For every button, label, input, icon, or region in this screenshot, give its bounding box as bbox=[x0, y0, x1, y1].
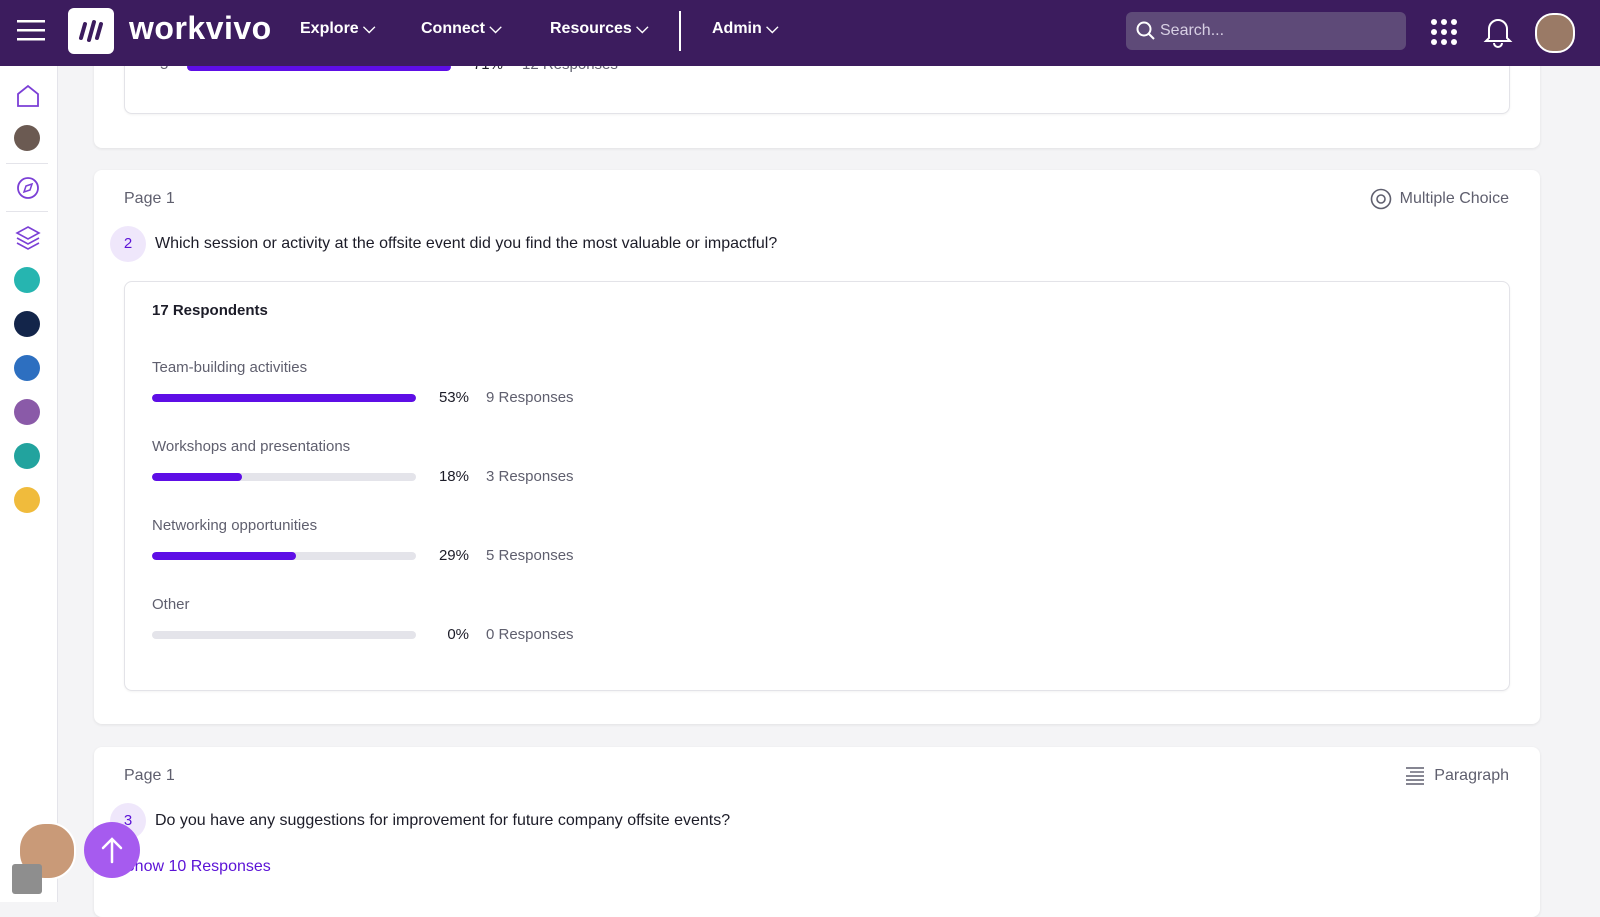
option-label: Other bbox=[152, 596, 190, 613]
space-icon[interactable] bbox=[14, 355, 40, 381]
bar-track bbox=[187, 63, 451, 71]
bar bbox=[152, 394, 416, 402]
page-label: Page 1 bbox=[124, 190, 175, 207]
question-number: 2 bbox=[110, 226, 146, 262]
type-label: Multiple Choice bbox=[1399, 190, 1509, 207]
percent-label: 53% bbox=[438, 389, 469, 406]
option-label: Workshops and presentations bbox=[152, 438, 351, 455]
profile-icon[interactable] bbox=[14, 125, 40, 151]
nav-label: Connect bbox=[421, 20, 485, 37]
space-icon[interactable] bbox=[14, 399, 40, 425]
results-box: 17 Respondents Team-building activities 5… bbox=[124, 281, 1510, 691]
bar bbox=[152, 552, 297, 560]
search[interactable]: Search... bbox=[1126, 12, 1406, 50]
question-text: Which session or activity at the offsite… bbox=[155, 235, 778, 252]
brand: workvivo bbox=[129, 10, 272, 46]
badge bbox=[12, 864, 42, 894]
respondents: 17 Respondents bbox=[152, 302, 268, 319]
bar-track bbox=[152, 394, 416, 402]
space-icon[interactable] bbox=[14, 443, 40, 469]
explore-icon[interactable] bbox=[16, 176, 40, 200]
sidebar bbox=[0, 66, 58, 902]
nav-item[interactable]: Explore ⌵ bbox=[300, 20, 376, 37]
top-nav: workvivo Explore ⌵ Connect ⌵ Resources ⌵… bbox=[0, 0, 1600, 66]
type-label: Paragraph bbox=[1434, 767, 1509, 784]
scroll-top-button[interactable] bbox=[84, 822, 140, 878]
responses-label: 9 Responses bbox=[486, 389, 574, 406]
question-text: Do you have any suggestions for improvem… bbox=[155, 812, 731, 829]
bar-track bbox=[152, 552, 416, 560]
home-icon[interactable] bbox=[16, 84, 40, 108]
divider bbox=[6, 211, 48, 212]
space-icon[interactable] bbox=[14, 487, 40, 513]
responses-label: 3 Responses bbox=[486, 468, 574, 485]
bar bbox=[152, 473, 242, 481]
percent-label: 0% bbox=[447, 626, 469, 643]
bar-track bbox=[152, 473, 416, 481]
option-label: Networking opportunities bbox=[152, 517, 318, 534]
question-card: Page 1 Multiple Choice 2 Which session o… bbox=[94, 170, 1540, 724]
logo[interactable] bbox=[68, 8, 114, 54]
nav-label: Resources bbox=[550, 20, 632, 37]
bar bbox=[187, 63, 451, 71]
nav-item[interactable]: Admin ⌵ bbox=[712, 20, 779, 37]
responses-label: 5 Responses bbox=[486, 547, 574, 564]
question-type: Multiple Choice bbox=[1370, 188, 1509, 210]
responses-label: 0 Responses bbox=[486, 626, 574, 643]
type-icon bbox=[1406, 767, 1425, 785]
menu-button[interactable] bbox=[17, 18, 45, 44]
percent-label: 18% bbox=[438, 468, 469, 485]
space-icon[interactable] bbox=[14, 311, 40, 337]
nav-item[interactable]: Connect ⌵ bbox=[421, 20, 502, 37]
nav-item[interactable]: Resources ⌵ bbox=[550, 20, 649, 37]
divider bbox=[679, 11, 681, 51]
divider bbox=[6, 163, 48, 164]
page-label: Page 1 bbox=[124, 767, 175, 784]
type-icon bbox=[1370, 188, 1391, 210]
nav-label: Explore bbox=[300, 20, 359, 37]
option-label: Team-building activities bbox=[152, 359, 308, 376]
question-type: Paragraph bbox=[1404, 765, 1509, 787]
search-placeholder: Search... bbox=[1160, 22, 1225, 39]
avatar[interactable] bbox=[1535, 13, 1575, 53]
show-responses[interactable]: Show 10 Responses bbox=[124, 858, 271, 875]
notifications[interactable] bbox=[1483, 16, 1513, 48]
question-card: Page 1 Paragraph 3 Do you have any sugge… bbox=[94, 747, 1540, 917]
spaces-icon[interactable] bbox=[15, 224, 41, 250]
apps-button[interactable] bbox=[1430, 18, 1458, 46]
bar-track bbox=[152, 631, 416, 639]
percent-label: 29% bbox=[438, 547, 469, 564]
space-icon[interactable] bbox=[14, 267, 40, 293]
nav-label: Admin bbox=[712, 20, 762, 37]
